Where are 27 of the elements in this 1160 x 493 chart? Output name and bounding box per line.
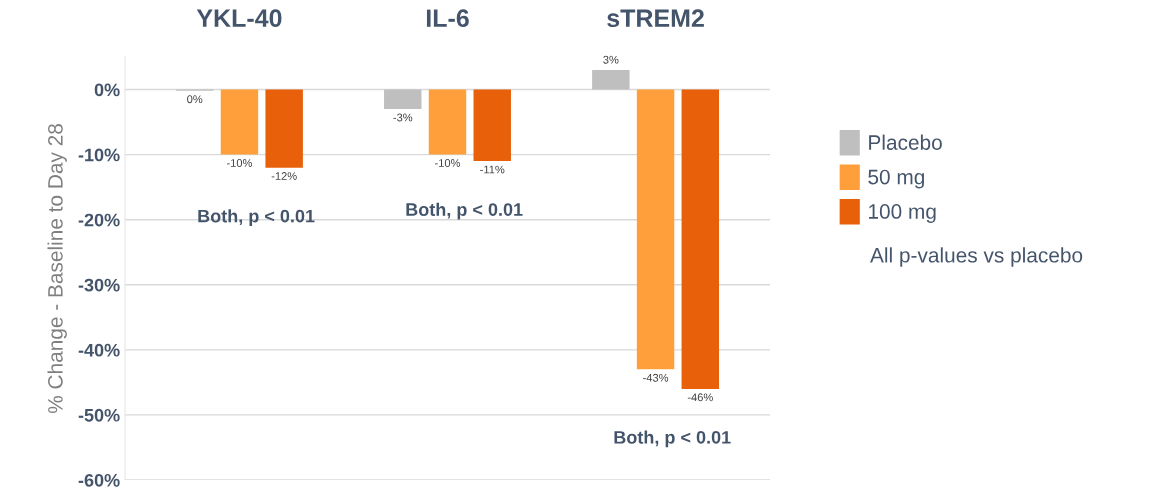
y-axis-title: % Change - Baseline to Day 28 [47,124,67,414]
data-label: -3% [393,113,413,122]
legend-label: 50 mg [868,169,924,189]
data-label: -12% [271,172,297,180]
data-label: -10% [226,159,253,167]
y-tick-label: -10% [78,148,120,162]
x-tick-label: IL-6 [426,9,469,28]
x-tick-label: sTREM2 [607,9,704,28]
y-tick-label: -50% [78,408,120,422]
y-tick-label: -20% [78,213,120,227]
data-label: -43% [643,373,669,382]
annotation: Both, p < 0.01 [198,209,315,227]
legend-label: 100 mg [869,204,936,223]
y-tick-label: 0% [94,83,120,97]
data-label: 0% [187,95,203,104]
y-tick-label: -40% [78,343,120,357]
data-label: 3% [603,55,619,64]
data-label: -10% [435,159,461,167]
y-tick-label: -30% [78,278,120,292]
y-tick-label: -60% [78,473,120,487]
annotation: Both, p < 0.01 [406,202,523,220]
data-label: -11% [480,165,505,174]
text: All p-values vs placebo [870,247,1083,267]
legend-label: Placebo [869,134,942,150]
x-tick-label: YKL-40 [196,9,282,28]
data-label: -46% [687,393,713,402]
annotation: Both, p < 0.01 [614,430,731,448]
